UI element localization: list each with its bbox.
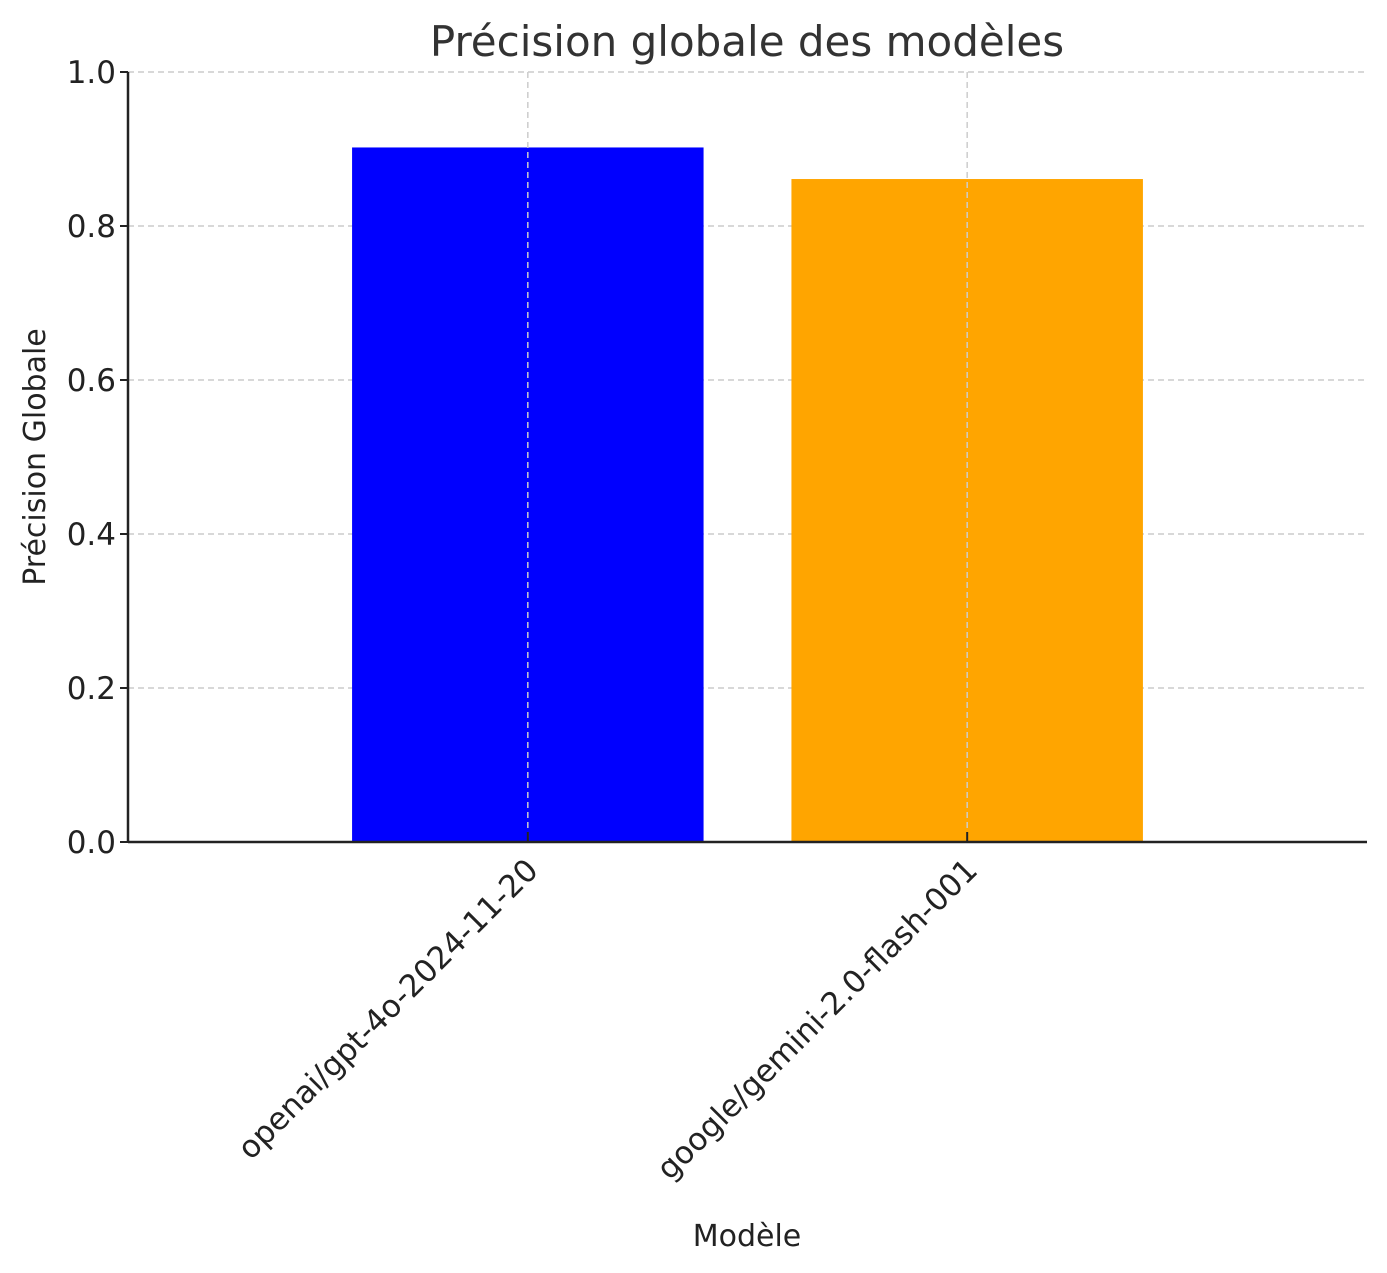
y-tick-label: 0.0 — [67, 825, 116, 861]
y-axis-label: Précision Globale — [18, 328, 53, 586]
axes — [126, 72, 1367, 844]
chart-title: Précision globale des modèles — [430, 17, 1064, 66]
y-tick-label: 0.4 — [67, 517, 116, 553]
x-tick-label: openai/gpt-4o-2024-11-20 — [231, 852, 545, 1166]
x-axis-ticks: openai/gpt-4o-2024-11-20 google/gemini-2.… — [231, 832, 985, 1187]
y-axis-ticks: 0.0 0.2 0.4 0.6 0.8 1.0 — [67, 55, 128, 861]
y-tick-label: 0.6 — [67, 363, 116, 399]
y-tick-label: 0.8 — [67, 209, 116, 245]
x-axis-label: Modèle — [693, 1219, 802, 1254]
grid-lines — [128, 71, 1367, 843]
x-tick-label: google/gemini-2.0-flash-001 — [650, 852, 985, 1187]
bars — [352, 72, 1143, 842]
y-tick-label: 1.0 — [67, 55, 116, 91]
bar — [791, 179, 1143, 842]
y-tick-label: 0.2 — [67, 671, 116, 707]
